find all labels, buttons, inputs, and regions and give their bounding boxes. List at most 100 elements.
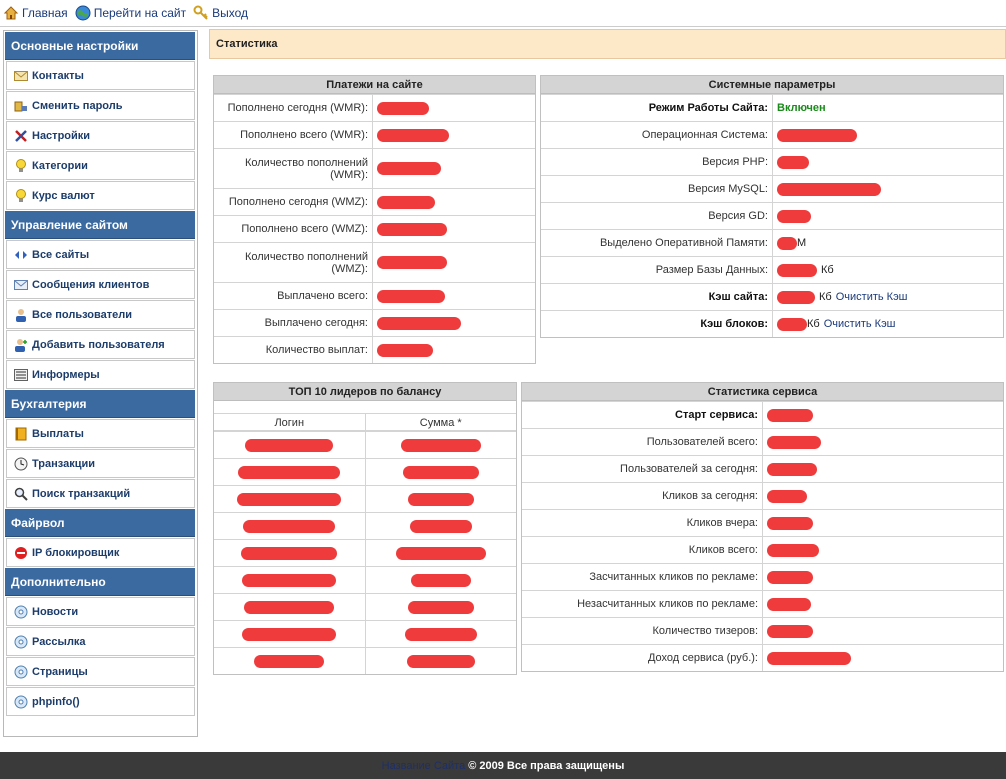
payments-panel-title: Платежи на сайте bbox=[214, 76, 535, 94]
row-value bbox=[763, 402, 813, 428]
go-to-site-link[interactable]: Перейти на сайт bbox=[75, 5, 186, 21]
sidebar-item-informers[interactable]: Информеры bbox=[6, 360, 195, 389]
row-value bbox=[373, 95, 429, 121]
row-value bbox=[763, 618, 813, 644]
redacted-login bbox=[243, 519, 336, 533]
sidebar-item-add-user[interactable]: Добавить пользователя bbox=[6, 330, 195, 359]
logout-link[interactable]: Выход bbox=[193, 5, 248, 21]
redacted-login bbox=[242, 573, 337, 587]
sidebar-section-accounting: Бухгалтерия bbox=[5, 390, 195, 418]
row-value: Кб Очистить Кэш bbox=[773, 284, 908, 310]
row-value bbox=[373, 243, 447, 282]
redacted-sum bbox=[410, 573, 471, 587]
row-value bbox=[373, 337, 433, 363]
payments-row: Пополнено сегодня (WMR): bbox=[214, 94, 535, 121]
sidebar-item-pages[interactable]: Страницы bbox=[6, 657, 195, 686]
sidebar-item-transaction-search[interactable]: Поиск транзакций bbox=[6, 479, 195, 508]
unit-suffix: Кб bbox=[821, 264, 834, 276]
disc-icon bbox=[13, 604, 29, 620]
row-label: Размер Базы Данных: bbox=[541, 257, 773, 283]
service-row: Количество тизеров: bbox=[522, 617, 1003, 644]
magnifier-icon bbox=[13, 486, 29, 502]
sidebar-item-all-sites[interactable]: Все сайты bbox=[6, 240, 195, 269]
envelope-icon bbox=[13, 68, 29, 84]
globe-icon bbox=[75, 5, 91, 21]
redacted-value bbox=[767, 489, 807, 503]
row-label: Пользователей всего: bbox=[522, 429, 763, 455]
row-label: Режим Работы Сайта: bbox=[541, 95, 773, 121]
row-value bbox=[763, 564, 813, 590]
sidebar-item-all-users[interactable]: Все пользователи bbox=[6, 300, 195, 329]
row-label: Выплачено сегодня: bbox=[214, 310, 373, 336]
table-row bbox=[214, 620, 516, 647]
sidebar-item-exchange-rate[interactable]: Курс валют bbox=[6, 181, 195, 210]
clear-blocks-cache-link[interactable]: Очистить Кэш bbox=[823, 318, 896, 330]
book-icon bbox=[13, 426, 29, 442]
unit-suffix: Кб bbox=[807, 318, 820, 330]
sidebar-item-ip-blocker[interactable]: IP блокировщик bbox=[6, 538, 195, 567]
site-mode-value: Включен bbox=[777, 102, 826, 114]
row-label: Пополнено сегодня (WMZ): bbox=[214, 189, 373, 215]
system-params-panel-title: Системные параметры bbox=[541, 76, 1003, 94]
bulb-icon bbox=[13, 188, 29, 204]
row-label: Выплачено всего: bbox=[214, 283, 373, 309]
sidebar-item-phpinfo[interactable]: phpinfo() bbox=[6, 687, 195, 716]
row-value: M bbox=[773, 230, 806, 256]
sidebar-item-label: Добавить пользователя bbox=[32, 338, 165, 351]
service-row: Засчитанных кликов по рекламе: bbox=[522, 563, 1003, 590]
service-row: Кликов за сегодня: bbox=[522, 482, 1003, 509]
system-params-panel: Системные параметры Режим Работы Сайта: В… bbox=[540, 75, 1004, 338]
envelope-icon bbox=[13, 277, 29, 293]
home-link[interactable]: Главная bbox=[3, 5, 68, 21]
sidebar-item-payouts[interactable]: Выплаты bbox=[6, 419, 195, 448]
row-value bbox=[773, 203, 811, 229]
sidebar-item-contacts[interactable]: Контакты bbox=[6, 61, 195, 90]
redacted-value bbox=[777, 128, 857, 142]
key-icon bbox=[13, 98, 29, 114]
clock-icon bbox=[13, 456, 29, 472]
sidebar-item-transactions[interactable]: Транзакции bbox=[6, 449, 195, 478]
payments-row: Пополнено сегодня (WMZ): bbox=[214, 188, 535, 215]
sidebar-item-news[interactable]: Новости bbox=[6, 597, 195, 626]
row-label: Пополнено всего (WMZ): bbox=[214, 216, 373, 242]
sidebar-section-additional: Дополнительно bbox=[5, 568, 195, 596]
row-label: Операционная Система: bbox=[541, 122, 773, 148]
row-label: Кэш блоков: bbox=[541, 311, 773, 337]
service-row: Кликов вчера: bbox=[522, 509, 1003, 536]
system-row: Версия GD: bbox=[541, 202, 1003, 229]
arrows-icon bbox=[13, 247, 29, 263]
sidebar-item-settings[interactable]: Настройки bbox=[6, 121, 195, 150]
redacted-value bbox=[377, 256, 447, 269]
payments-row: Пополнено всего (WMZ): bbox=[214, 215, 535, 242]
sidebar-item-client-messages[interactable]: Сообщения клиентов bbox=[6, 270, 195, 299]
system-row: Кэш сайта: Кб Очистить Кэш bbox=[541, 283, 1003, 310]
sidebar-item-categories[interactable]: Категории bbox=[6, 151, 195, 180]
redacted-login bbox=[254, 654, 325, 668]
redacted-value bbox=[767, 408, 813, 422]
redacted-value bbox=[377, 101, 429, 115]
payments-row: Выплачено всего: bbox=[214, 282, 535, 309]
clear-site-cache-link[interactable]: Очистить Кэш bbox=[835, 291, 908, 303]
service-row: Старт сервиса: bbox=[522, 401, 1003, 428]
row-label: Выделено Оперативной Памяти: bbox=[541, 230, 773, 256]
row-value bbox=[373, 216, 447, 242]
sidebar-item-label: Все пользователи bbox=[32, 308, 132, 321]
system-row: Выделено Оперативной Памяти: M bbox=[541, 229, 1003, 256]
redacted-value bbox=[377, 316, 461, 330]
sidebar-item-change-password[interactable]: Сменить пароль bbox=[6, 91, 195, 120]
row-value: Включен bbox=[773, 95, 826, 121]
row-label: Количество выплат: bbox=[214, 337, 373, 363]
sidebar-section-site-management: Управление сайтом bbox=[5, 211, 195, 239]
row-value bbox=[763, 510, 813, 536]
redacted-value bbox=[777, 209, 811, 223]
redacted-sum bbox=[395, 546, 486, 560]
sidebar-item-mailing[interactable]: Рассылка bbox=[6, 627, 195, 656]
row-label: Количество пополнений (WMR): bbox=[214, 149, 373, 188]
footer-site-link[interactable]: Название Сайта bbox=[381, 759, 466, 772]
row-value bbox=[373, 122, 449, 148]
payments-row: Выплачено сегодня: bbox=[214, 309, 535, 336]
service-stats-panel-title: Статистика сервиса bbox=[522, 383, 1003, 401]
service-row: Пользователей всего: bbox=[522, 428, 1003, 455]
redacted-value bbox=[377, 162, 441, 175]
redacted-sum bbox=[407, 492, 474, 506]
